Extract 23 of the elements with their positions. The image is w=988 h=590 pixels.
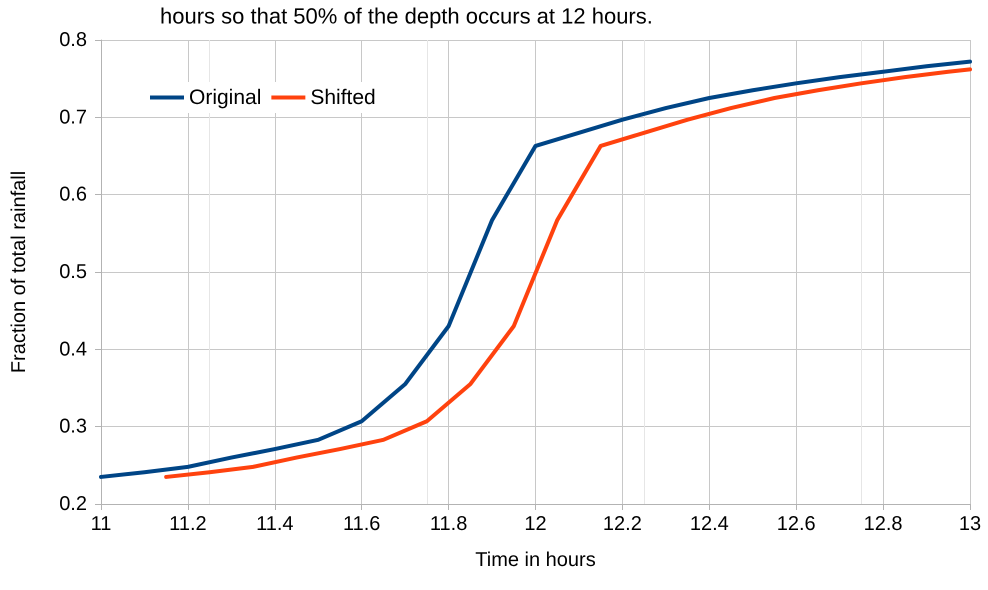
x-tick-label: 11.8 — [430, 513, 468, 535]
x-tick-label: 12.6 — [776, 513, 816, 535]
legend-label: Original — [189, 86, 262, 109]
x-tick-label: 12.4 — [690, 513, 729, 535]
legend-label: Shifted — [310, 86, 376, 109]
y-tick-label: 0.2 — [59, 493, 87, 515]
x-tick-label: 11.2 — [169, 513, 207, 535]
x-tick-label: 13 — [958, 513, 982, 535]
y-axis-title: Fraction of total rainfall — [8, 170, 30, 374]
x-tick-label: 12.8 — [864, 513, 903, 535]
chart-title: hours so that 50% of the depth occurs at 12 hours. — [160, 4, 653, 28]
x-axis-title: Time in hours — [475, 549, 596, 571]
x-tick-label: 12.2 — [602, 513, 642, 535]
x-tick-label: 11 — [90, 513, 112, 535]
y-tick-label: 0.4 — [59, 338, 87, 360]
y-tick-label: 0.3 — [59, 416, 87, 438]
x-tick-label: 11.4 — [256, 513, 294, 535]
x-tick-label: 12 — [524, 513, 547, 535]
x-tick-label: 11.6 — [342, 513, 380, 535]
y-tick-label: 0.5 — [59, 261, 87, 283]
y-tick-label: 0.7 — [59, 106, 87, 128]
y-tick-label: 0.8 — [59, 29, 87, 51]
y-tick-label: 0.6 — [59, 184, 87, 206]
